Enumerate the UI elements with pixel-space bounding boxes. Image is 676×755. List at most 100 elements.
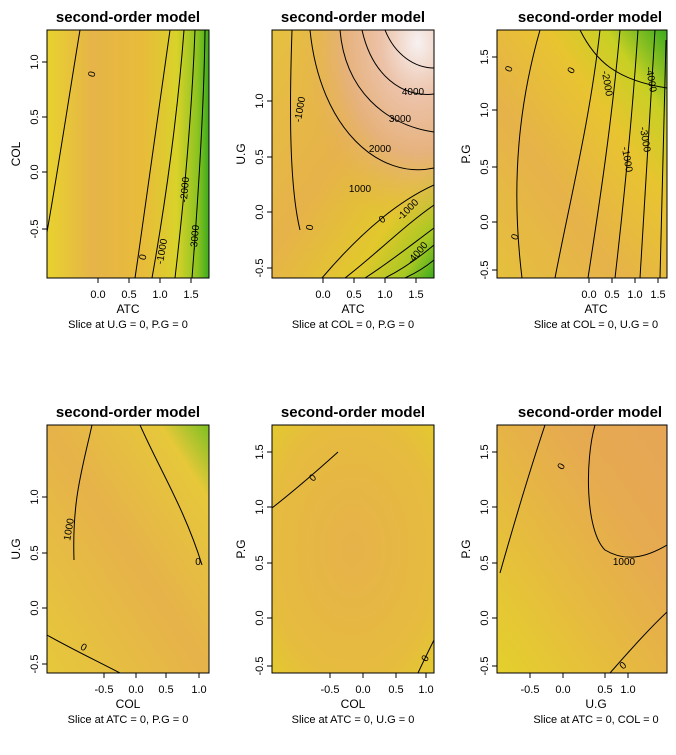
x-axis-label: COL xyxy=(341,697,366,711)
plot-frame xyxy=(271,29,435,279)
heatmap-surface-highlight xyxy=(272,30,434,278)
contour-line xyxy=(587,425,667,558)
contour-label: -1000 xyxy=(293,96,308,124)
contour-label: -1000 xyxy=(619,146,634,174)
x-tick-label: 1.0 xyxy=(620,684,635,696)
panel-col-ug: second-order model 1000 0 0 -0.5 0.0 0.5… xyxy=(9,404,210,726)
heatmap-surface xyxy=(47,30,209,278)
contour-label: 3000 xyxy=(389,114,412,125)
x-tick-label: 0.5 xyxy=(346,289,361,301)
x-tick-label: 1.0 xyxy=(418,684,433,696)
slice-caption: Slice at ATC = 0, COL = 0 xyxy=(533,714,658,726)
x-tick-label: 1.5 xyxy=(183,289,198,301)
y-axis-label: U.G xyxy=(234,143,248,164)
y-tick-label: 0.5 xyxy=(254,149,266,164)
y-tick-label: 0.0 xyxy=(479,214,491,229)
slice-caption: Slice at ATC = 0, U.G = 0 xyxy=(292,714,415,726)
contour-label: -3000 xyxy=(189,224,202,251)
plot-frame xyxy=(46,424,210,674)
slice-caption: Slice at COL = 0, U.G = 0 xyxy=(534,319,658,331)
y-axis: -0.5 0.0 0.5 1.0 xyxy=(29,54,47,238)
contour-line xyxy=(639,30,656,278)
y-tick-label: 0.5 xyxy=(29,545,41,560)
x-tick-label: 1.0 xyxy=(627,289,642,301)
panel-title: second-order model xyxy=(281,9,425,26)
x-tick-label: 0.5 xyxy=(388,684,403,696)
panel-title: second-order model xyxy=(56,9,200,26)
y-tick-label: 1.0 xyxy=(479,499,491,514)
panel-title: second-order model xyxy=(518,9,662,26)
contour-label: -4000 xyxy=(643,66,658,94)
heatmap-surface xyxy=(497,425,667,673)
x-tick-label: 0.5 xyxy=(158,684,173,696)
y-tick-label: 0.5 xyxy=(29,109,41,124)
contour-label: 0 xyxy=(618,660,630,672)
contour-line xyxy=(139,425,203,566)
x-tick-label: 0.0 xyxy=(90,289,105,301)
y-tick-label: -0.5 xyxy=(254,657,266,676)
x-tick-label: 0.5 xyxy=(597,684,612,696)
contour-label: 1000 xyxy=(613,557,636,568)
contour-line xyxy=(659,39,667,278)
panel-atc-pg: second-order model 0 0 -2000 -4000 -1000… xyxy=(459,9,668,331)
y-axis-label: COL xyxy=(9,141,23,166)
heatmap-surface xyxy=(497,30,667,278)
contour-label: 2000 xyxy=(369,144,392,155)
x-tick-label: 0.0 xyxy=(555,684,570,696)
x-axis-label: ATC xyxy=(584,302,607,316)
plot-frame xyxy=(46,29,210,279)
contour-label: -3000 xyxy=(637,126,652,154)
x-tick-label: 1.0 xyxy=(191,684,206,696)
contour-line xyxy=(47,30,81,233)
slice-caption: Slice at U.G = 0, P.G = 0 xyxy=(68,319,188,331)
contour-line xyxy=(554,30,601,278)
contour-line xyxy=(587,30,621,278)
contour-label: 0 xyxy=(305,223,317,231)
heatmap-surface xyxy=(47,425,209,673)
x-tick-label: 0.0 xyxy=(581,289,596,301)
y-tick-label: 1.0 xyxy=(479,102,491,117)
y-tick-label: 1.5 xyxy=(479,444,491,459)
y-tick-label: -0.5 xyxy=(29,220,41,239)
y-tick-label: -0.5 xyxy=(254,259,266,278)
panel-atc-col: second-order model 0 0 -1000 -2000 -3000… xyxy=(9,9,210,331)
panel-col-pg: second-order model 0 0 -0.5 0.0 0.5 1.0 … xyxy=(234,404,435,726)
contour-line xyxy=(516,30,541,278)
x-axis-label: U.G xyxy=(585,697,606,711)
contour-label: 0 xyxy=(566,65,579,76)
contour-label: 4000 xyxy=(402,87,425,98)
contour-label: 0 xyxy=(420,653,433,664)
contour-label: -2000 xyxy=(179,176,192,203)
x-tick-label: 0.5 xyxy=(121,289,136,301)
contour-line xyxy=(499,425,546,574)
plot-frame xyxy=(496,424,668,674)
contour-line xyxy=(339,30,434,133)
x-axis: -0.5 0.0 0.5 1.0 xyxy=(95,673,207,696)
y-tick-label: 0.0 xyxy=(29,600,41,615)
contour-line xyxy=(309,30,434,171)
contour-line xyxy=(404,259,434,278)
contour-label: -1000 xyxy=(155,238,170,266)
y-axis-label: P.G xyxy=(459,539,473,558)
x-tick-label: 1.5 xyxy=(408,289,423,301)
contour-line xyxy=(384,244,434,278)
contour-label: 0 xyxy=(377,214,388,226)
contour-label: 0 xyxy=(556,461,569,472)
y-tick-label: 1.0 xyxy=(29,489,41,504)
contour-line xyxy=(344,204,434,278)
contour-line xyxy=(191,30,206,278)
contour-line xyxy=(384,30,434,69)
contour-line xyxy=(321,184,434,278)
contour-line xyxy=(174,30,196,278)
y-axis: -0.5 0.0 0.5 1.0 1.5 xyxy=(254,444,272,675)
y-axis: -0.5 0.0 0.5 1.0 xyxy=(29,489,47,673)
x-tick-label: 0.0 xyxy=(315,289,330,301)
x-tick-label: -0.5 xyxy=(521,684,540,696)
x-tick-label: -0.5 xyxy=(321,684,340,696)
contour-label: 0 xyxy=(510,232,522,241)
x-axis: 0.0 0.5 1.0 1.5 xyxy=(315,278,424,301)
contour-line xyxy=(73,425,93,561)
y-tick-label: 0.0 xyxy=(254,204,266,219)
y-axis: -0.5 0.0 0.5 1.0 1.5 xyxy=(479,49,497,279)
